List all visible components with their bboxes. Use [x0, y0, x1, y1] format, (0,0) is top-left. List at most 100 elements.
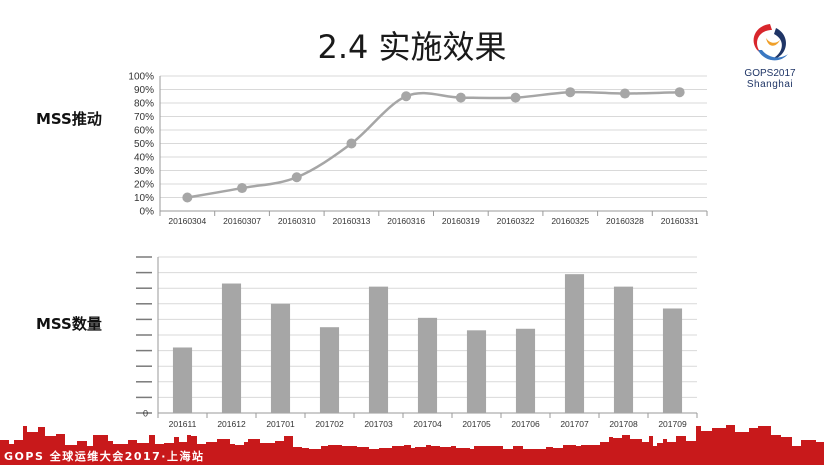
skyline-building [657, 443, 663, 450]
x-tick-label: 201702 [315, 419, 344, 429]
skyline-building [600, 442, 609, 450]
skyline-building [23, 426, 27, 450]
logo-text-gops: GOPS2017 [744, 68, 796, 79]
skyline-building [630, 439, 642, 450]
data-point [346, 138, 357, 149]
skyline-building [187, 435, 191, 450]
data-point [619, 88, 630, 99]
skyline-building [113, 444, 128, 450]
skyline-building [701, 431, 712, 450]
mss-count-bar-chart: 0 201611 201612 201701 201702 201703 201704 201… [136, 256, 698, 429]
skyline-building [217, 439, 230, 450]
footer-text: GOPS 全球运维大会2017·上海站 [4, 450, 205, 463]
skyline-building [179, 442, 187, 450]
skyline-building [781, 437, 792, 450]
skyline-building [77, 441, 87, 450]
skyline-building [735, 432, 749, 450]
data-point [674, 87, 685, 98]
skyline-building [474, 446, 486, 450]
skyline-building [174, 437, 179, 450]
mss-push-line-chart: 0% 10% 20% 30% 40% 50% 60% 70% 80% 90% 100% 2016030… [128, 72, 708, 226]
skyline-building [235, 445, 244, 450]
logo-text-shanghai: Shanghai [746, 79, 794, 90]
data-point [291, 172, 302, 183]
x-tick-label: 20160304 [168, 216, 206, 226]
skyline-building [622, 435, 630, 450]
skyline-building [642, 442, 649, 450]
skyline-building [357, 447, 369, 450]
skyline-building [164, 443, 174, 450]
skyline-building [497, 446, 503, 450]
skyline-building [563, 445, 576, 450]
bar [270, 303, 291, 413]
data-point [401, 91, 412, 102]
skyline-building [404, 445, 411, 450]
skyline-building [230, 444, 235, 450]
footer-bar [0, 449, 824, 465]
x-tick-label: 201707 [560, 419, 589, 429]
skyline-building [293, 447, 302, 450]
skyline-building [592, 445, 600, 450]
skyline-building [93, 435, 108, 450]
skyline-building [792, 446, 801, 450]
skyline-building [45, 436, 56, 450]
skyline-building [653, 446, 657, 450]
x-tick-label: 20160325 [551, 216, 589, 226]
skyline-building [676, 436, 686, 450]
skyline-building [426, 445, 431, 450]
skyline-building [451, 446, 456, 450]
skyline-building [613, 438, 622, 450]
x-tick-label: 201704 [413, 419, 442, 429]
skyline-building [275, 441, 284, 450]
x-tick-label: 20160307 [223, 216, 261, 226]
skyline-building [206, 442, 217, 450]
x-tick-label: 20160313 [333, 216, 371, 226]
data-point [455, 92, 466, 103]
gops-logo-icon [753, 24, 788, 61]
y-tick-label: 20% [134, 180, 154, 191]
y-tick-label: 10% [134, 193, 154, 204]
bar [515, 328, 536, 413]
x-tick-label: 20160328 [606, 216, 644, 226]
x-tick-label: 201703 [364, 419, 393, 429]
skyline-building [27, 432, 38, 450]
city-skyline-decoration [0, 425, 824, 450]
bar [368, 286, 389, 413]
slide-title: 2.4 实施效果 [317, 28, 507, 66]
x-tick-label: 201705 [462, 419, 491, 429]
y-tick-label: 0% [140, 207, 155, 218]
skyline-building [758, 426, 771, 450]
line-chart-side-label: MSS推动 [36, 110, 102, 128]
skyline-building [609, 437, 613, 450]
skyline-building [486, 446, 497, 450]
skyline-building [248, 439, 260, 450]
data-point [182, 192, 193, 203]
y-tick-label: 50% [134, 139, 154, 150]
skyline-building [581, 445, 592, 450]
x-tick-label: 20160322 [497, 216, 535, 226]
skyline-building [14, 440, 23, 450]
skyline-building [65, 445, 77, 450]
skyline-building [342, 446, 357, 450]
y-tick-label: 100% [128, 72, 154, 83]
bar [564, 274, 585, 413]
x-tick-label: 201706 [511, 419, 540, 429]
skyline-building [686, 441, 696, 450]
skyline-building [392, 446, 404, 450]
skyline-building [771, 435, 781, 450]
data-point [237, 183, 248, 194]
skyline-building [328, 445, 342, 450]
skyline-building [149, 435, 155, 450]
skyline-building [155, 444, 164, 450]
bar [613, 286, 634, 413]
skyline-building [321, 446, 328, 450]
skyline-building [663, 439, 667, 450]
skyline-building [128, 440, 137, 450]
x-tick-label: 201701 [266, 419, 295, 429]
skyline-building [9, 444, 14, 450]
x-tick-label: 201709 [658, 419, 687, 429]
skyline-building [56, 434, 65, 450]
data-point [510, 92, 521, 103]
x-tick-label: 20160316 [387, 216, 425, 226]
skyline-building [260, 443, 275, 450]
